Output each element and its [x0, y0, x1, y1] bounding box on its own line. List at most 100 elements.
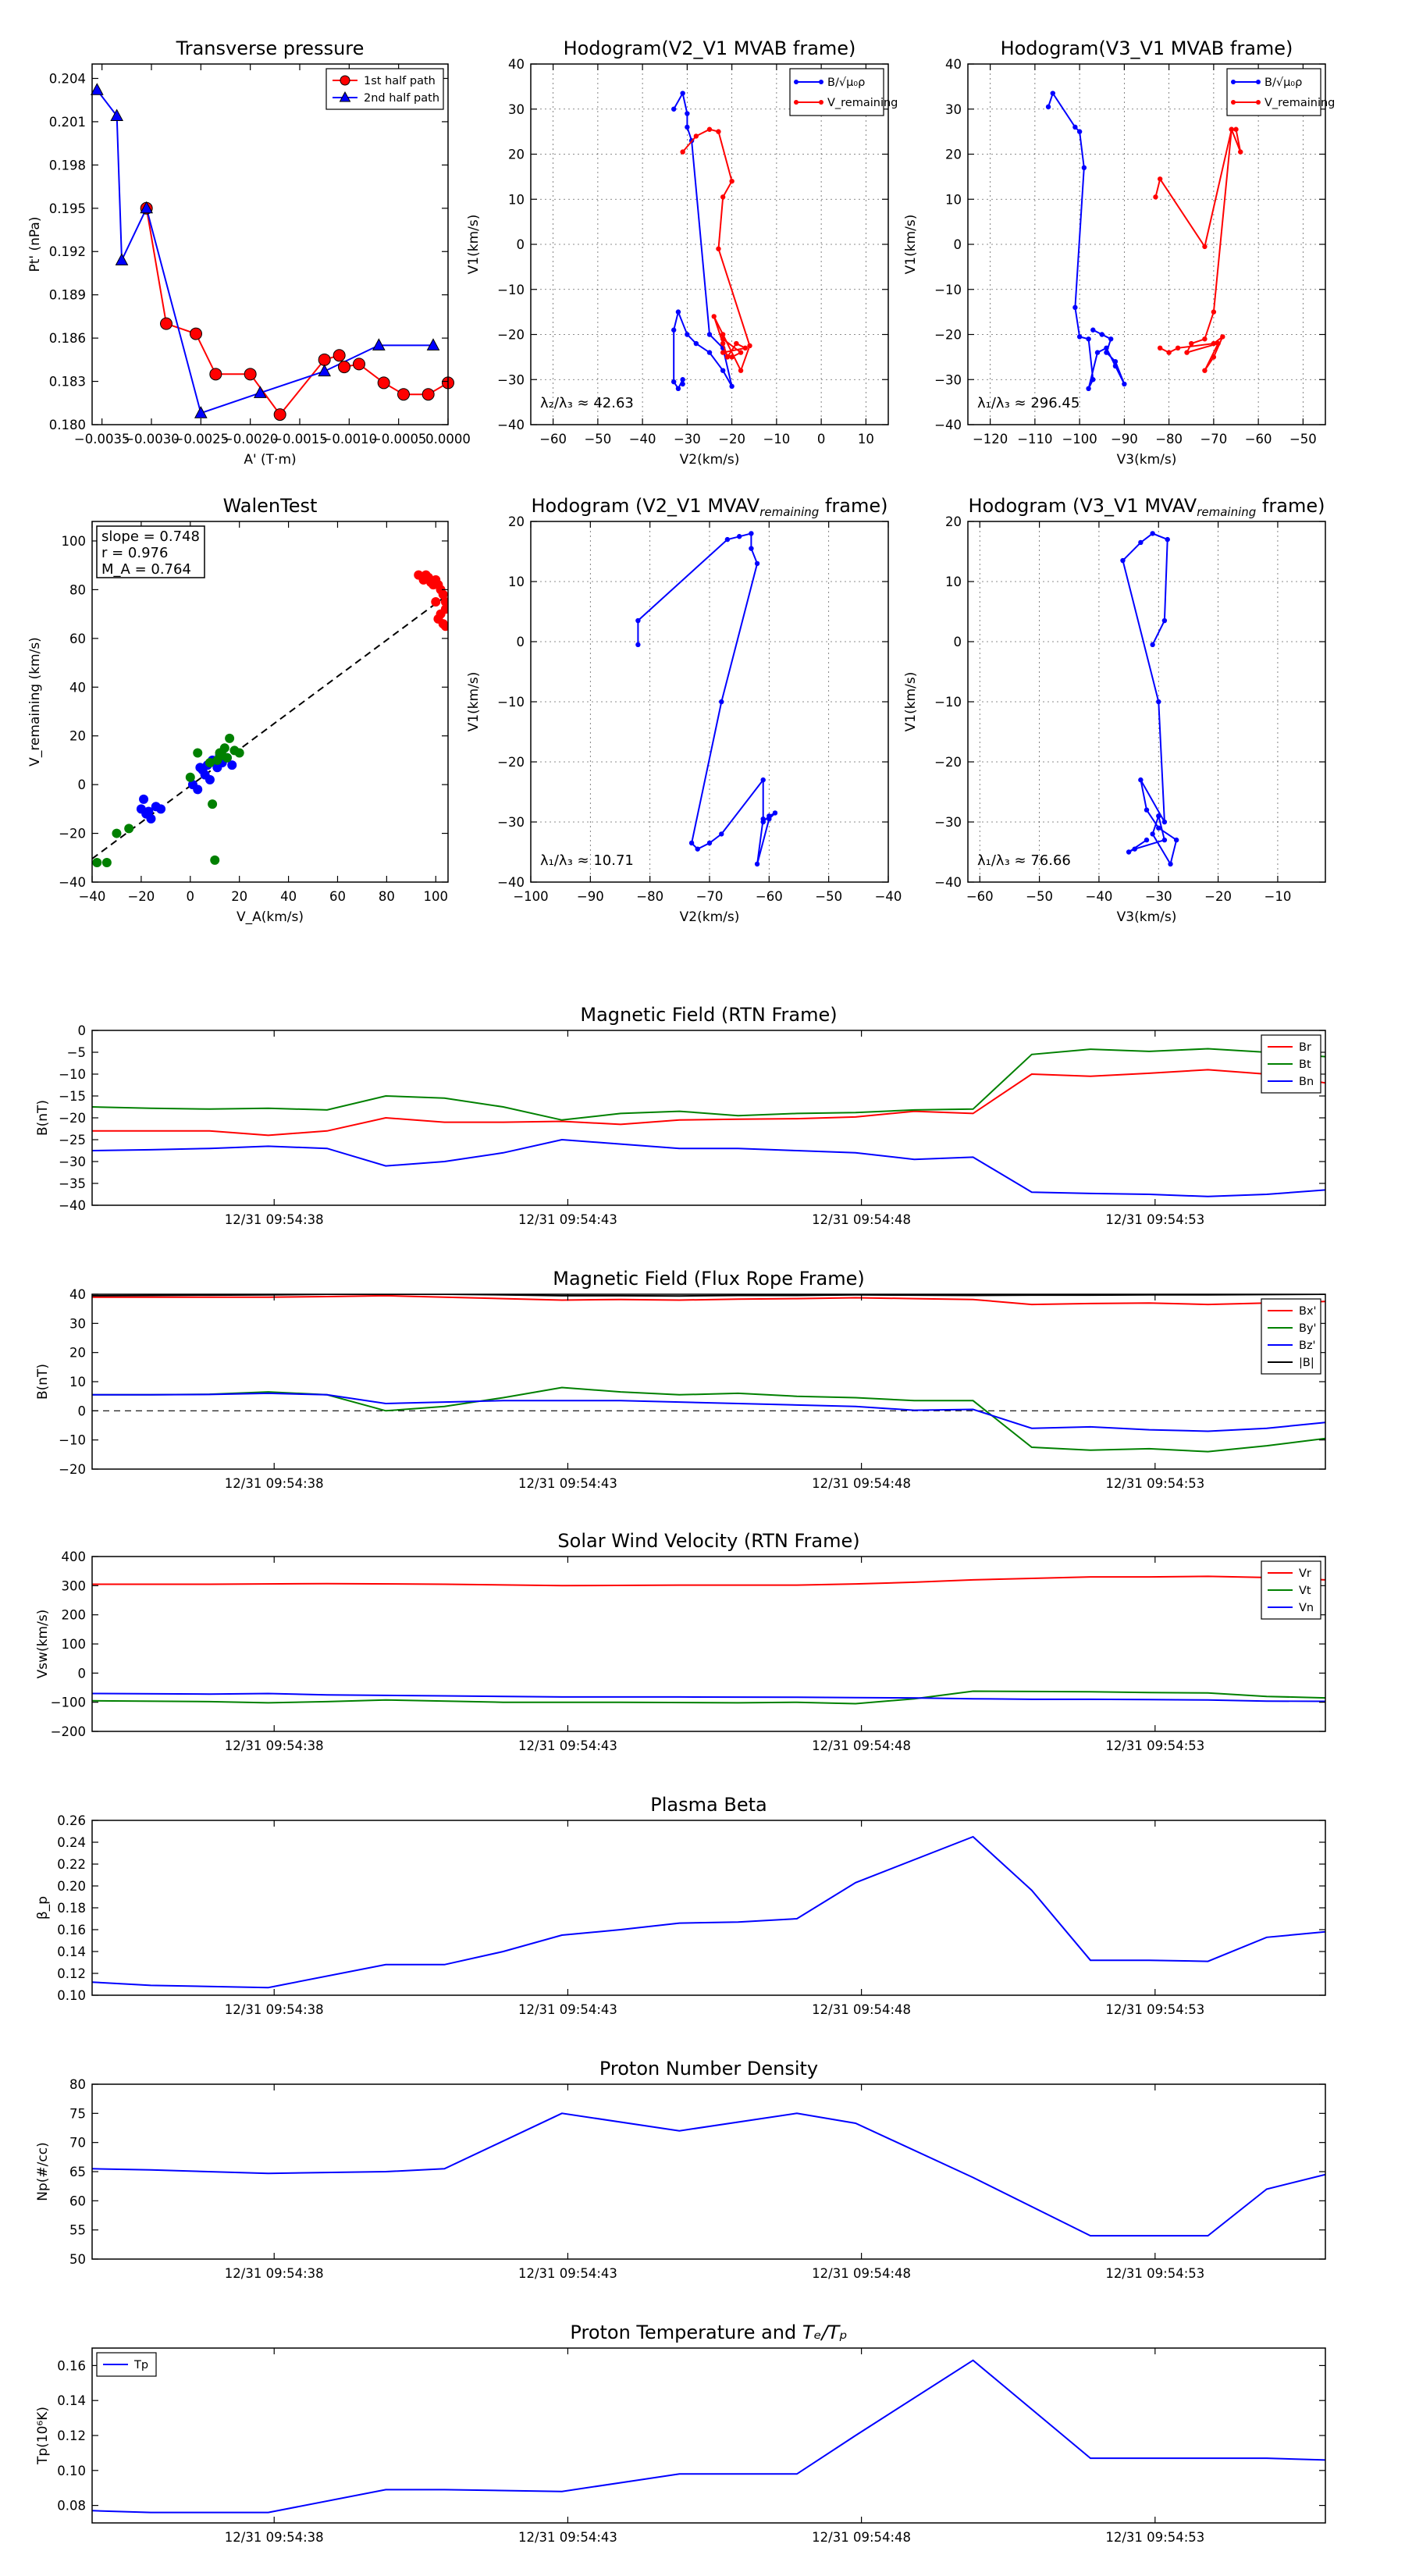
series-line-Np: [92, 2112, 1325, 2237]
data-point: [671, 379, 677, 385]
x-tick-label: −40: [79, 889, 106, 904]
y-tick-label: 0.16: [57, 1923, 86, 1937]
scatter-point: [440, 621, 448, 632]
y-tick-label: 80: [69, 2077, 86, 2092]
y-tick-label: −20: [934, 328, 962, 343]
data-point: [338, 361, 350, 374]
y-axis-label: B(nT): [35, 1364, 51, 1400]
y-tick-label: −40: [497, 875, 525, 890]
stats-line: M_A = 0.764: [101, 561, 191, 578]
data-point: [1153, 194, 1158, 200]
data-point: [1189, 340, 1194, 347]
y-tick-label: −20: [934, 755, 962, 770]
chart-bfield: 12/31 09:54:38 12/31 09:54:43 12/31 09:54:…: [35, 1004, 1326, 1227]
data-point: [1202, 368, 1208, 373]
stats-line: slope = 0.748: [101, 528, 200, 545]
y-tick-label: −10: [497, 695, 525, 710]
scatter-point: [421, 570, 431, 580]
x-tick-label: −80: [636, 889, 663, 904]
y-tick-label: 0: [78, 1404, 87, 1418]
chart-hv3: −120 −110 −100 −90 −80 −70 −60 −50−40−30−20−100…: [903, 37, 1335, 468]
y-tick-label: 0.14: [57, 1944, 86, 1959]
data-point: [724, 536, 731, 543]
eigenvalue-ratio: λ₁/λ₃ ≈ 76.66: [977, 852, 1071, 869]
axes-frame: [91, 2347, 1326, 2524]
x-tick-label: −80: [1155, 432, 1183, 447]
legend-label: Tp: [133, 2359, 148, 2371]
legend: Bx' By' Bz' |B|: [1261, 1298, 1321, 1375]
data-point: [1050, 91, 1055, 96]
y-tick-label: 20: [508, 148, 525, 162]
y-tick-label: 65: [69, 2165, 86, 2179]
y-tick-label: −40: [59, 1198, 86, 1213]
scatter-point: [144, 806, 154, 817]
data-point: [1161, 617, 1168, 624]
chart-title: Transverse pressure: [176, 37, 365, 59]
y-tick-label: 50: [69, 2252, 86, 2267]
data-point: [1122, 381, 1127, 387]
data-point: [706, 332, 713, 337]
y-tick-label: −20: [59, 1462, 86, 1477]
data-point: [720, 340, 726, 347]
y-axis-label: Tp(10⁶K): [35, 2407, 51, 2465]
scatter-point: [205, 774, 215, 785]
y-tick-label: 0.192: [49, 244, 86, 259]
y-tick-label: 0: [517, 635, 525, 649]
y-tick-label: 20: [945, 514, 962, 529]
x-tick-label: 12/31 09:54:43: [518, 2530, 617, 2545]
x-tick-label: −40: [875, 889, 902, 904]
y-tick-label: 10: [69, 1375, 86, 1389]
scatter-point: [195, 763, 205, 773]
series-line-1st half path: [145, 208, 448, 416]
data-point: [685, 111, 690, 116]
data-point: [1138, 777, 1144, 783]
y-tick-label: −5: [67, 1045, 86, 1060]
data-point: [1076, 334, 1083, 340]
data-point: [1202, 244, 1208, 250]
x-axis-label: A' (T·m): [244, 452, 296, 468]
y-axis-label: V1(km/s): [903, 215, 919, 275]
x-tick-label: 40: [280, 889, 297, 904]
x-tick-label: −30: [1145, 889, 1172, 904]
axes-frame: [91, 1556, 1326, 1732]
data-point: [742, 345, 748, 351]
x-tick-label: −0.0035: [74, 432, 130, 447]
x-tick-label: 12/31 09:54:38: [225, 1738, 324, 1753]
y-tick-label: 0: [78, 777, 87, 792]
y-axis-label: V1(km/s): [466, 215, 482, 275]
data-point: [1150, 642, 1155, 648]
data-point: [1220, 334, 1225, 340]
plot-area: [92, 570, 448, 868]
y-tick-label: 0.12: [57, 2428, 86, 2443]
y-tick-label: 20: [69, 729, 86, 744]
y-tick-label: 60: [69, 632, 86, 646]
data-point: [720, 368, 726, 373]
legend-label: |B|: [1299, 1357, 1314, 1369]
y-tick-label: 20: [508, 514, 525, 529]
data-point: [1094, 350, 1101, 355]
y-tick-label: 0.10: [57, 2464, 86, 2478]
y-tick-label: 30: [508, 102, 525, 117]
y-tick-label: −20: [497, 328, 525, 343]
x-tick-label: 0: [187, 889, 195, 904]
data-point: [685, 332, 690, 337]
y-tick-label: 40: [508, 57, 525, 72]
data-point: [318, 353, 331, 366]
axes-frame: [91, 521, 449, 883]
y-tick-label: 0.26: [57, 1813, 86, 1828]
legend-marker: [340, 75, 350, 86]
data-point: [1086, 336, 1091, 342]
data-point: [716, 129, 721, 134]
data-point: [693, 340, 699, 347]
x-tick-label: 20: [231, 889, 247, 904]
x-tick-label: 80: [379, 889, 395, 904]
y-tick-label: 80: [69, 582, 86, 597]
x-tick-label: −20: [127, 889, 155, 904]
scatter-point: [208, 799, 218, 809]
y-tick-label: −40: [934, 875, 962, 890]
x-tick-label: −90: [577, 889, 604, 904]
scatter-point: [193, 748, 203, 758]
data-point: [333, 349, 346, 362]
fit-line: [92, 593, 448, 859]
data-point: [1072, 124, 1078, 130]
